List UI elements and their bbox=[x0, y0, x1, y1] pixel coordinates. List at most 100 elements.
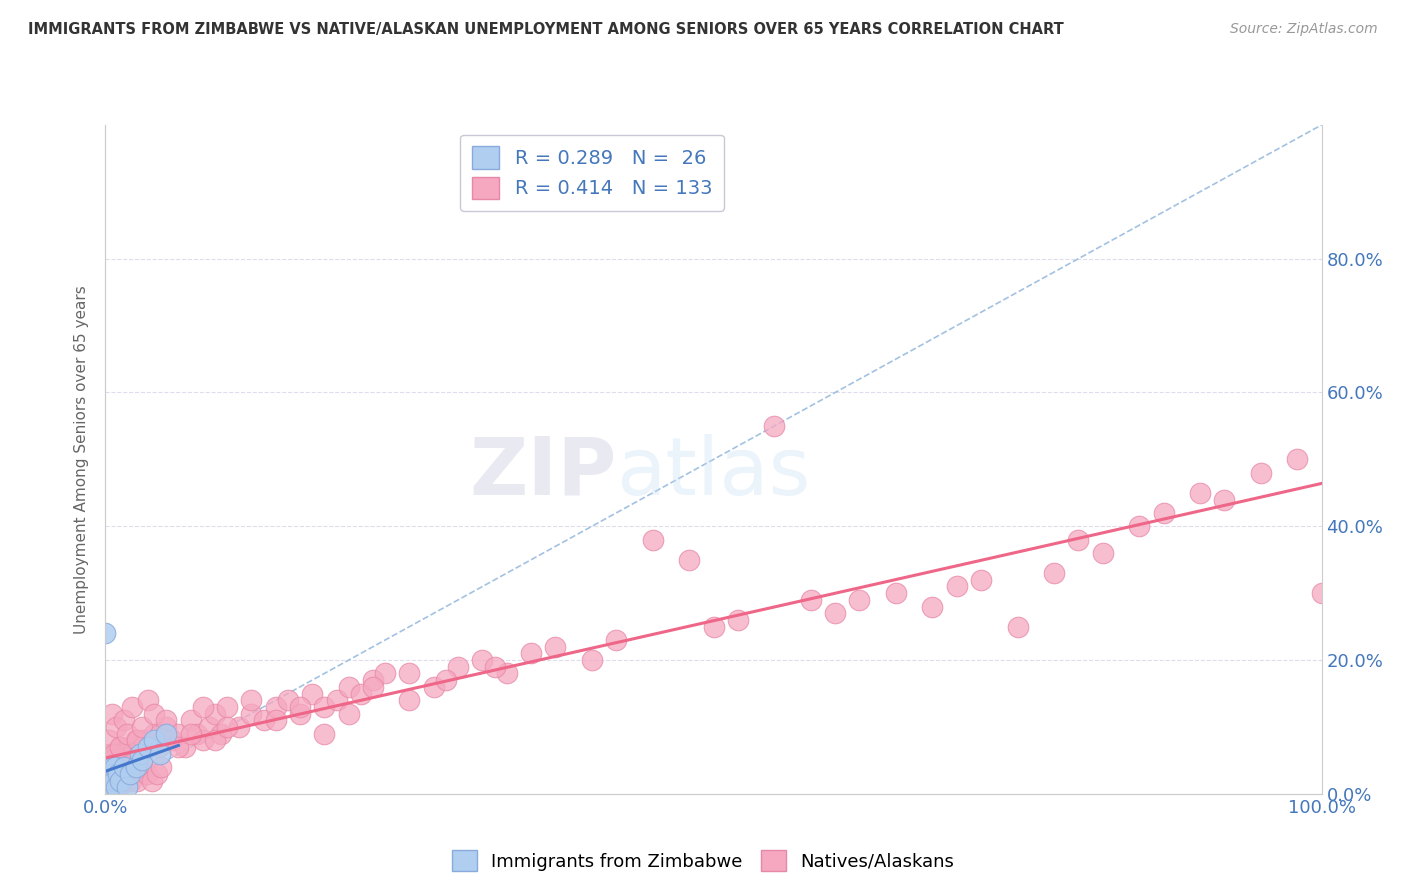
Point bbox=[97, 773, 120, 788]
Point bbox=[240, 706, 263, 721]
Point bbox=[111, 753, 134, 767]
Point bbox=[98, 780, 121, 794]
Point bbox=[125, 760, 148, 774]
Point bbox=[121, 747, 143, 761]
Point bbox=[374, 666, 396, 681]
Legend: R = 0.289   N =  26, R = 0.414   N = 133: R = 0.289 N = 26, R = 0.414 N = 133 bbox=[460, 135, 724, 211]
Point bbox=[118, 740, 141, 755]
Point bbox=[824, 607, 846, 621]
Point bbox=[125, 773, 148, 788]
Point bbox=[848, 592, 870, 607]
Point bbox=[1286, 452, 1309, 467]
Point bbox=[484, 660, 506, 674]
Point bbox=[800, 592, 823, 607]
Point bbox=[970, 573, 993, 587]
Point bbox=[131, 753, 153, 767]
Point bbox=[112, 714, 135, 728]
Point bbox=[520, 646, 543, 660]
Point bbox=[301, 687, 323, 701]
Point bbox=[128, 747, 150, 761]
Point bbox=[131, 760, 153, 774]
Point bbox=[337, 680, 360, 694]
Legend: Immigrants from Zimbabwe, Natives/Alaskans: Immigrants from Zimbabwe, Natives/Alaska… bbox=[444, 843, 962, 879]
Point bbox=[104, 773, 127, 788]
Point bbox=[125, 733, 148, 747]
Point bbox=[167, 740, 190, 755]
Point bbox=[143, 726, 166, 740]
Point bbox=[138, 740, 160, 755]
Point bbox=[544, 640, 567, 654]
Point bbox=[98, 780, 121, 794]
Point bbox=[155, 726, 177, 740]
Point bbox=[204, 733, 226, 747]
Point bbox=[97, 753, 120, 767]
Point bbox=[423, 680, 446, 694]
Point bbox=[1128, 519, 1150, 533]
Text: Source: ZipAtlas.com: Source: ZipAtlas.com bbox=[1230, 22, 1378, 37]
Point bbox=[122, 766, 145, 781]
Point bbox=[135, 766, 157, 781]
Point bbox=[398, 666, 420, 681]
Point bbox=[98, 773, 121, 788]
Point bbox=[581, 653, 603, 667]
Point bbox=[150, 760, 173, 774]
Point bbox=[117, 726, 139, 740]
Point bbox=[107, 766, 129, 781]
Point bbox=[112, 760, 135, 774]
Point bbox=[101, 753, 124, 767]
Point bbox=[361, 673, 384, 687]
Point bbox=[921, 599, 943, 614]
Point bbox=[180, 726, 202, 740]
Point bbox=[252, 714, 274, 728]
Point bbox=[727, 613, 749, 627]
Point bbox=[1007, 619, 1029, 633]
Point bbox=[1189, 485, 1212, 500]
Point bbox=[678, 552, 700, 567]
Point bbox=[288, 706, 311, 721]
Point bbox=[198, 720, 221, 734]
Point bbox=[120, 773, 142, 788]
Point bbox=[125, 733, 148, 747]
Point bbox=[398, 693, 420, 707]
Point bbox=[1091, 546, 1114, 560]
Point bbox=[702, 619, 725, 633]
Point bbox=[314, 726, 336, 740]
Point bbox=[173, 740, 195, 755]
Point bbox=[149, 726, 172, 740]
Point bbox=[105, 780, 128, 794]
Point bbox=[153, 733, 176, 747]
Point bbox=[167, 726, 190, 740]
Point bbox=[264, 699, 287, 714]
Point bbox=[103, 773, 125, 788]
Point bbox=[100, 780, 122, 794]
Point bbox=[131, 720, 153, 734]
Point bbox=[108, 740, 131, 755]
Point bbox=[136, 693, 159, 707]
Point bbox=[98, 747, 121, 761]
Point bbox=[115, 773, 138, 788]
Point bbox=[101, 780, 124, 794]
Point bbox=[1043, 566, 1066, 581]
Point bbox=[98, 760, 121, 774]
Point bbox=[288, 699, 311, 714]
Point bbox=[100, 766, 122, 781]
Point bbox=[191, 733, 214, 747]
Point bbox=[149, 747, 172, 761]
Point bbox=[98, 766, 121, 781]
Point bbox=[117, 766, 139, 781]
Point bbox=[1067, 533, 1090, 547]
Point bbox=[240, 693, 263, 707]
Point bbox=[101, 773, 124, 788]
Point bbox=[209, 726, 232, 740]
Point bbox=[114, 747, 136, 761]
Point bbox=[98, 733, 121, 747]
Point bbox=[94, 773, 117, 788]
Point bbox=[228, 720, 250, 734]
Point bbox=[361, 680, 384, 694]
Point bbox=[97, 780, 120, 794]
Point bbox=[118, 766, 141, 781]
Point bbox=[945, 580, 967, 594]
Point bbox=[434, 673, 457, 687]
Point bbox=[143, 706, 166, 721]
Point bbox=[96, 780, 118, 794]
